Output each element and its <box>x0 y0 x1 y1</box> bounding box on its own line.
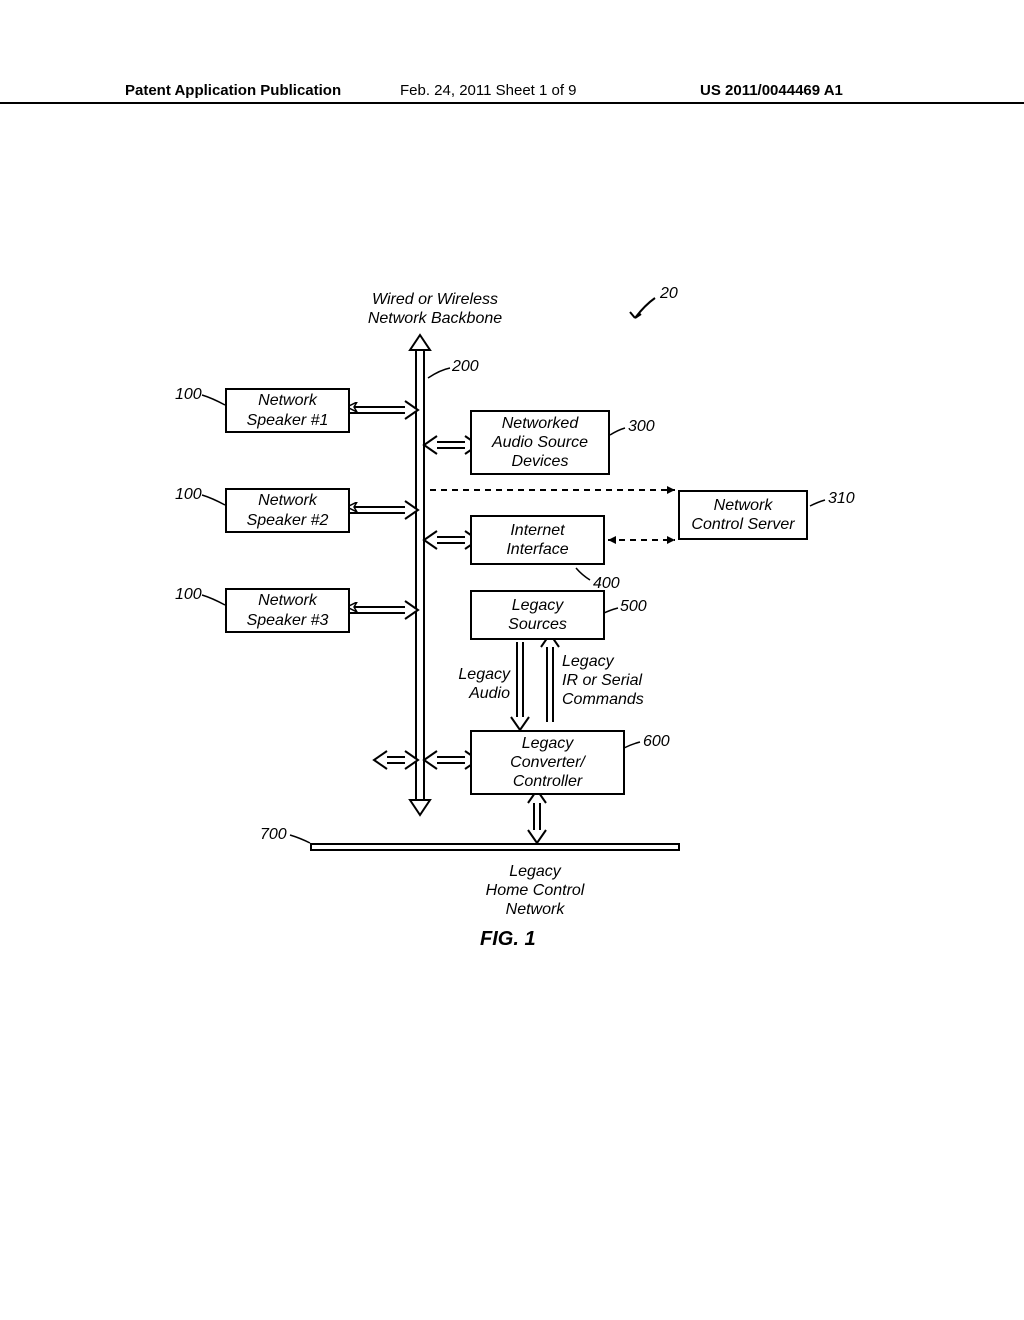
ref-200: 200 <box>452 358 479 376</box>
ref-speaker3: 100 <box>175 586 202 604</box>
page-header: Patent Application Publication Feb. 24, … <box>0 82 1024 104</box>
ref-speaker1: 100 <box>175 386 202 404</box>
figure-1-diagram: Wired or Wireless Network Backbone 20 20… <box>150 290 890 970</box>
figure-label: FIG. 1 <box>480 928 536 951</box>
box-speaker-2: NetworkSpeaker #2 <box>225 488 350 533</box>
backbone-title: Wired or Wireless Network Backbone <box>335 290 535 328</box>
box-internet: InternetInterface <box>470 515 605 565</box>
ref-20: 20 <box>660 285 678 303</box>
speaker3-label: NetworkSpeaker #3 <box>247 591 329 629</box>
box-legacy-converter: LegacyConverter/Controller <box>470 730 625 795</box>
legacy-converter-label: LegacyConverter/Controller <box>510 734 585 792</box>
box-control-server: NetworkControl Server <box>678 490 808 540</box>
header-right: US 2011/0044469 A1 <box>700 82 843 99</box>
label-legacy-network: LegacyHome ControlNetwork <box>460 862 610 920</box>
legacy-sources-label: LegacySources <box>508 596 567 634</box>
ref-700: 700 <box>260 826 287 844</box>
label-legacy-audio: LegacyAudio <box>440 665 510 703</box>
speaker1-label: NetworkSpeaker #1 <box>247 391 329 429</box>
ref-600: 600 <box>643 733 670 751</box>
ref-speaker2: 100 <box>175 486 202 504</box>
control-server-label: NetworkControl Server <box>691 496 794 534</box>
box-speaker-1: NetworkSpeaker #1 <box>225 388 350 433</box>
header-center: Feb. 24, 2011 Sheet 1 of 9 <box>400 82 577 99</box>
speaker2-label: NetworkSpeaker #2 <box>247 491 329 529</box>
backbone-title-2: Network Backbone <box>368 310 502 327</box>
ref-500: 500 <box>620 598 647 616</box>
legacy-bus <box>310 843 680 851</box>
box-legacy-sources: LegacySources <box>470 590 605 640</box>
label-legacy-cmds: LegacyIR or SerialCommands <box>562 652 657 710</box>
box-speaker-3: NetworkSpeaker #3 <box>225 588 350 633</box>
ref-310: 310 <box>828 490 855 508</box>
audio-source-label: NetworkedAudio SourceDevices <box>492 414 588 472</box>
backbone-title-1: Wired or Wireless <box>372 291 498 308</box>
internet-label: InternetInterface <box>506 521 568 559</box>
header-left: Patent Application Publication <box>125 82 341 99</box>
box-audio-source: NetworkedAudio SourceDevices <box>470 410 610 475</box>
ref-300: 300 <box>628 418 655 436</box>
